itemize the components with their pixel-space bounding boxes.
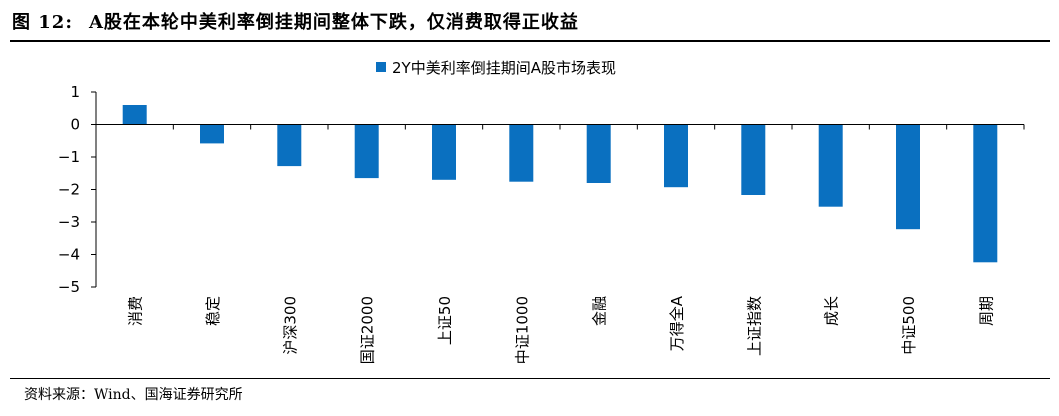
bar-万得全A: [664, 124, 688, 188]
bar-中证500: [896, 124, 920, 230]
bar-中证1000: [509, 124, 534, 182]
bar-消费: [122, 105, 147, 125]
legend-swatch: [376, 62, 386, 72]
y-tick-label: −5: [58, 278, 80, 296]
category-label: 国证2000: [359, 296, 377, 364]
source-rule: [10, 378, 1050, 379]
y-tick-label: −3: [58, 213, 80, 231]
bar-国证2000: [354, 124, 379, 179]
bar-稳定: [200, 124, 224, 144]
y-tick-label: −4: [58, 246, 80, 264]
bar-周期: [973, 124, 998, 263]
bar-上证50: [432, 124, 456, 180]
y-tick-label: −1: [58, 148, 80, 166]
title-rule: [10, 40, 1050, 42]
category-label: 金融: [591, 296, 609, 326]
category-label: 周期: [977, 296, 995, 326]
category-label: 中证500: [900, 296, 918, 355]
category-label: 消费: [127, 296, 145, 326]
source-note: 资料来源：Wind、国海证券研究所: [24, 387, 243, 403]
bar-沪深300: [277, 124, 302, 167]
category-label: 稳定: [204, 296, 222, 326]
figure-number: 图 12:: [12, 12, 73, 33]
category-label: 成长: [823, 296, 841, 326]
y-tick-label: 1: [70, 83, 80, 101]
y-tick-label: 0: [70, 116, 80, 134]
bar-金融: [586, 124, 611, 183]
category-label: 沪深300: [281, 296, 299, 355]
category-label: 万得全A: [668, 295, 686, 351]
legend-label: 2Y中美利率倒挂期间A股市场表现: [392, 59, 616, 77]
figure-title-text: A股在本轮中美利率倒挂期间整体下跌，仅消费取得正收益: [88, 12, 579, 33]
category-label: 中证1000: [513, 296, 531, 364]
y-tick-label: −2: [58, 181, 80, 199]
figure-title: 图 12: A股在本轮中美利率倒挂期间整体下跌，仅消费取得正收益: [12, 8, 579, 34]
bar-chart: 2Y中美利率倒挂期间A股市场表现 1 0 −1 −2 −3 −4 −5 消费 稳定 沪深300 国证2…: [58, 59, 1025, 364]
category-label: 上证50: [436, 296, 454, 345]
category-label: 上证指数: [745, 296, 763, 356]
bar-成长: [818, 124, 843, 207]
bar-上证指数: [741, 124, 766, 195]
